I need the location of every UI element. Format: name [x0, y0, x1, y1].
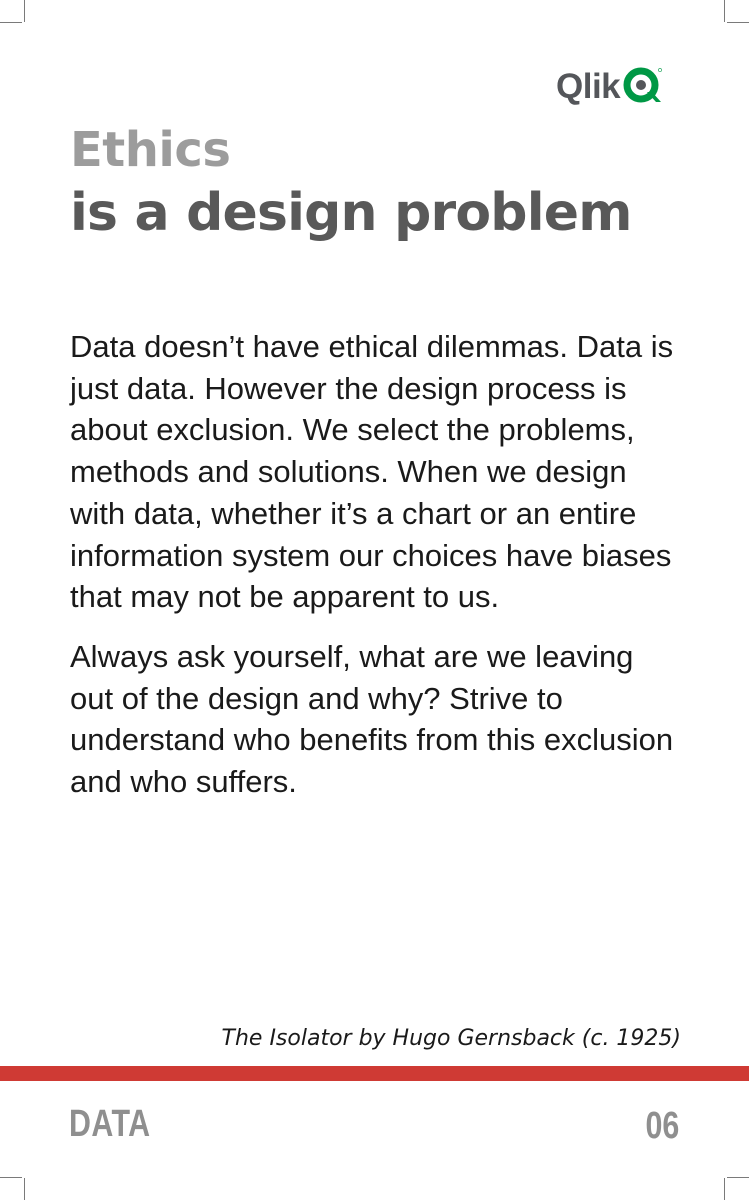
crop-mark-top-right-h: [727, 22, 749, 23]
crop-mark-bottom-left: [24, 1178, 25, 1200]
page-title-line2: is a design problem: [70, 183, 632, 243]
crop-mark-bottom-right: [724, 1178, 725, 1200]
footer-red-bar: [0, 1066, 749, 1081]
crop-mark-bottom-right-h: [727, 1177, 749, 1178]
crop-mark-top-right: [724, 0, 725, 22]
qlik-logo: Qlik: [556, 64, 663, 108]
footer-category-label: DATA: [69, 1103, 151, 1145]
page-title-line1: Ethics: [70, 122, 231, 178]
body-paragraph-2: Always ask yourself, what are we leaving…: [70, 638, 674, 800]
crop-mark-top-left: [24, 0, 25, 22]
crop-mark-top-left-h: [0, 22, 22, 23]
crop-mark-bottom-left-h: [0, 1177, 22, 1178]
page-number: 06: [645, 1105, 679, 1147]
logo-wordmark: Qlik: [556, 66, 621, 106]
body-paragraph-1: Data doesn’t have ethical dilemmas. Data…: [70, 329, 674, 615]
qlik-q-icon: [623, 67, 663, 103]
body-text: Data doesn’t have ethical dilemmas. Data…: [70, 326, 680, 821]
image-caption: The Isolator by Hugo Gernsback (c. 1925): [221, 1026, 681, 1051]
